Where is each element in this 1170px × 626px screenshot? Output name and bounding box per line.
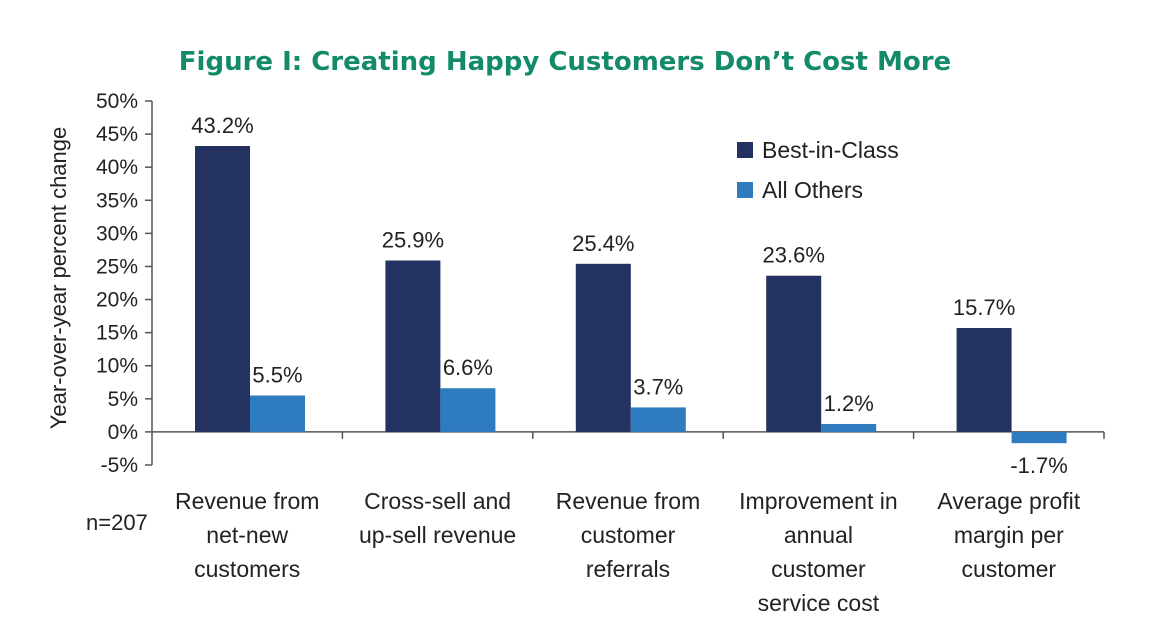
data-label: -1.7% (1010, 453, 1067, 478)
x-category-label: margin per (954, 522, 1064, 548)
x-category-label: Revenue from (175, 488, 319, 514)
bar-best-in-class (956, 328, 1012, 432)
x-category-label: Average profit (937, 488, 1080, 514)
data-label: 23.6% (763, 243, 825, 268)
y-tick-label: 15% (96, 322, 138, 345)
chart-title: Figure I: Creating Happy Customers Don’t… (179, 47, 951, 77)
x-category-label: customer (771, 556, 866, 582)
y-axis-label: Year-over-year percent change (46, 127, 71, 429)
bar-best-in-class (766, 275, 822, 432)
y-tick-label: 35% (96, 189, 138, 212)
legend-swatch-all-others (737, 182, 753, 198)
legend-label: All Others (762, 177, 863, 203)
y-tick-label: 25% (96, 255, 138, 278)
x-category-label: customer (962, 556, 1057, 582)
bar-all-others (440, 388, 496, 432)
data-label: 15.7% (953, 295, 1015, 320)
y-tick-label: 10% (96, 355, 138, 378)
bar-all-others (630, 407, 686, 432)
bar-all-others (821, 423, 877, 432)
bar-all-others (1011, 431, 1067, 444)
data-label: 5.5% (252, 363, 302, 388)
y-tick-label: -5% (101, 454, 138, 477)
x-category-label: Cross-sell and (364, 488, 511, 514)
x-category-label: customer (581, 522, 676, 548)
data-label: 6.6% (443, 355, 493, 380)
x-category-label: Revenue from (556, 488, 700, 514)
x-category-label: net-new (206, 522, 288, 548)
y-tick-label: 30% (96, 222, 138, 245)
data-label: 25.9% (382, 227, 444, 252)
y-tick-label: 20% (96, 289, 138, 312)
x-category-label: up-sell revenue (359, 522, 516, 548)
y-tick-label: 0% (108, 421, 138, 444)
x-category-label: annual (784, 522, 853, 548)
y-tick-label: 50% (96, 90, 138, 113)
legend-swatch-best-in-class (737, 142, 753, 158)
x-category-label: Improvement in (739, 488, 898, 514)
y-tick-label: 5% (108, 388, 138, 411)
bar-best-in-class (195, 146, 250, 432)
x-category-label: referrals (586, 556, 670, 582)
bar-best-in-class (575, 263, 631, 432)
x-category-label: customers (194, 556, 300, 582)
y-tick-label: 45% (96, 123, 138, 146)
bar-best-in-class (385, 260, 441, 432)
x-category-label: service cost (758, 590, 880, 616)
data-label: 3.7% (633, 374, 683, 399)
sample-size-note: n=207 (86, 510, 148, 535)
data-label: 43.2% (191, 113, 253, 138)
legend-label: Best-in-Class (762, 137, 899, 163)
data-label: 25.4% (572, 231, 634, 256)
bar-all-others (250, 395, 305, 432)
y-tick-label: 40% (96, 156, 138, 179)
data-label: 1.2% (824, 391, 874, 416)
